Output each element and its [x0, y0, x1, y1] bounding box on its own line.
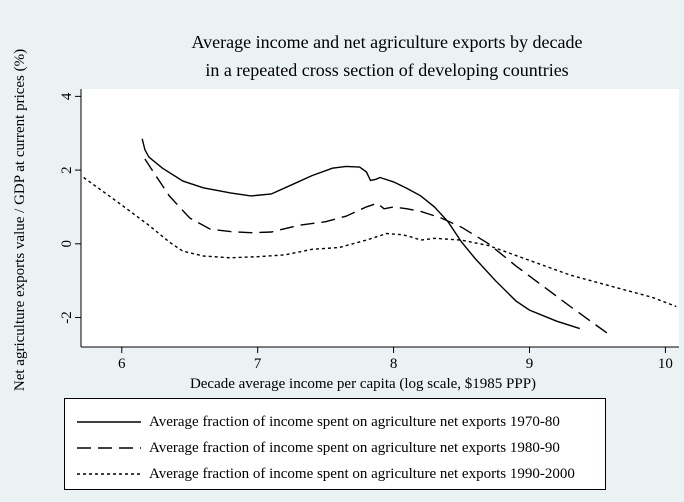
legend-item: Average fraction of income spent on agri…	[77, 437, 560, 459]
y-tick-label: 4	[59, 92, 75, 100]
x-tick-label: 8	[390, 356, 398, 372]
y-tick-label: -2	[59, 311, 75, 324]
chart-title-line-2: in a repeated cross section of developin…	[205, 60, 568, 80]
chart: Average income and net agriculture expor…	[12, 32, 679, 392]
x-tick-label: 6	[118, 356, 126, 372]
plot-area	[81, 89, 679, 347]
y-tick-label: 0	[59, 240, 75, 248]
x-axis-label: Decade average income per capita (log sc…	[190, 376, 536, 392]
x-tick-label: 10	[658, 356, 673, 372]
y-axis-label: Net agriculture exports value / GDP at c…	[12, 49, 28, 391]
x-axis-ticks: 6 7 8 9 10	[118, 347, 673, 372]
y-axis-ticks: -2 0 2 4	[59, 92, 81, 324]
legend-label: Average fraction of income spent on agri…	[149, 439, 560, 456]
legend-swatch	[77, 473, 141, 475]
chart-title-line-1: Average income and net agriculture expor…	[192, 32, 583, 52]
legend-item: Average fraction of income spent on agri…	[77, 463, 575, 485]
legend-swatch	[77, 447, 141, 449]
y-tick-label: 2	[59, 166, 75, 174]
series-layer	[83, 138, 677, 337]
series-line-3	[83, 176, 677, 308]
legend: Average fraction of income spent on agri…	[64, 398, 606, 490]
series-line-2	[144, 158, 612, 337]
legend-label: Average fraction of income spent on agri…	[149, 413, 560, 430]
series-line-1	[141, 138, 581, 330]
legend-label: Average fraction of income spent on agri…	[149, 465, 575, 482]
x-tick-label: 9	[526, 356, 534, 372]
legend-item: Average fraction of income spent on agri…	[77, 411, 560, 433]
x-tick-label: 7	[254, 356, 262, 372]
legend-swatch	[77, 421, 141, 423]
